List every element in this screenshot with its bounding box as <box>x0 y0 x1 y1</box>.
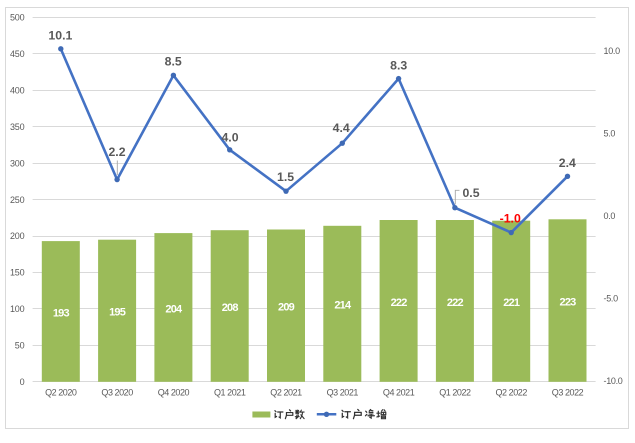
svg-text:0: 0 <box>20 377 25 387</box>
svg-text:Q1 2021: Q1 2021 <box>214 388 246 398</box>
svg-text:193: 193 <box>53 307 70 319</box>
svg-text:10.1: 10.1 <box>48 29 72 43</box>
svg-text:10.0: 10.0 <box>604 46 621 56</box>
svg-text:Q2 2020: Q2 2020 <box>45 388 77 398</box>
svg-text:223: 223 <box>560 296 577 308</box>
svg-text:Q1 2022: Q1 2022 <box>439 388 471 398</box>
svg-text:2.2: 2.2 <box>108 145 125 159</box>
svg-text:4.0: 4.0 <box>221 131 238 145</box>
svg-text:222: 222 <box>447 297 464 309</box>
svg-text:-1.0: -1.0 <box>500 212 521 226</box>
svg-text:1.5: 1.5 <box>277 170 294 184</box>
svg-text:200: 200 <box>10 231 25 241</box>
svg-text:5.0: 5.0 <box>604 129 616 139</box>
svg-text:0.5: 0.5 <box>462 186 479 200</box>
svg-text:Q3 2022: Q3 2022 <box>552 388 584 398</box>
svg-text:350: 350 <box>10 122 25 132</box>
svg-text:2.4: 2.4 <box>559 156 576 170</box>
svg-text:4.4: 4.4 <box>333 121 350 135</box>
svg-text:208: 208 <box>222 302 239 314</box>
svg-text:195: 195 <box>109 307 126 319</box>
svg-text:Q3 2020: Q3 2020 <box>101 388 133 398</box>
svg-text:Q4 2020: Q4 2020 <box>158 388 190 398</box>
svg-text:150: 150 <box>10 268 25 278</box>
svg-text:450: 450 <box>10 49 25 59</box>
svg-text:500: 500 <box>10 13 25 23</box>
svg-text:Q2 2022: Q2 2022 <box>496 388 528 398</box>
svg-text:Q3 2021: Q3 2021 <box>327 388 359 398</box>
svg-text:8.3: 8.3 <box>390 59 407 73</box>
svg-text:209: 209 <box>278 302 295 314</box>
svg-text:204: 204 <box>165 303 183 315</box>
svg-text:100: 100 <box>10 304 25 314</box>
svg-text:Q2 2021: Q2 2021 <box>270 388 302 398</box>
svg-text:-10.0: -10.0 <box>604 376 623 386</box>
svg-text:0.0: 0.0 <box>604 211 616 221</box>
svg-text:400: 400 <box>10 86 25 96</box>
svg-text:221: 221 <box>503 297 520 309</box>
svg-text:-5.0: -5.0 <box>604 294 619 304</box>
svg-text:Q4 2021: Q4 2021 <box>383 388 415 398</box>
svg-text:300: 300 <box>10 158 25 168</box>
svg-text:250: 250 <box>10 195 25 205</box>
svg-text:214: 214 <box>334 300 352 312</box>
svg-text:50: 50 <box>15 341 25 351</box>
svg-text:222: 222 <box>391 297 408 309</box>
svg-text:8.5: 8.5 <box>165 54 182 68</box>
